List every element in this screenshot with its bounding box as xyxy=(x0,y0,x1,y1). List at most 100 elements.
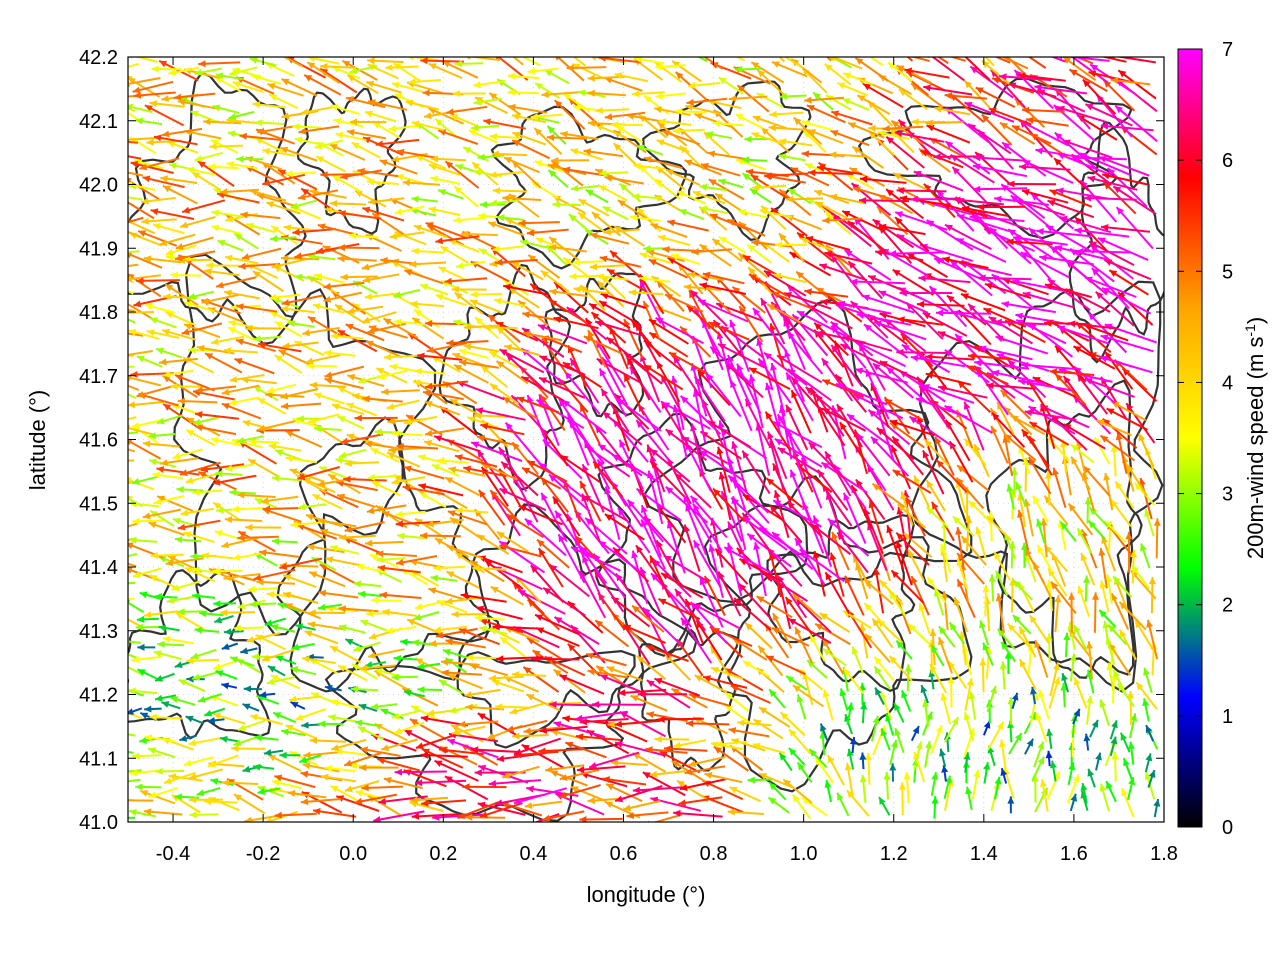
wind-arrow-head xyxy=(108,729,116,736)
wind-arrow-head xyxy=(214,616,223,624)
wind-arrow-head xyxy=(880,728,888,737)
wind-arrow-head xyxy=(351,685,359,693)
wind-arrow xyxy=(108,729,136,737)
wind-arrow xyxy=(898,782,906,816)
wind-arrow xyxy=(149,713,182,721)
wind-arrow xyxy=(331,738,367,751)
wind-arrow-head xyxy=(477,434,485,442)
wind-arrow xyxy=(844,575,865,616)
wind-arrow-head xyxy=(517,590,526,597)
wind-arrow-head xyxy=(1135,620,1142,629)
wind-arrow xyxy=(185,715,204,725)
wind-arrow xyxy=(235,338,276,353)
wind-arrow xyxy=(1050,581,1077,614)
wind-arrow-head xyxy=(570,786,579,793)
wind-arrow-head xyxy=(277,602,286,610)
wind-arrow-shaft xyxy=(403,729,449,753)
wind-arrow-head xyxy=(334,748,343,756)
wind-arrow-head xyxy=(1145,753,1153,762)
wind-arrow-head xyxy=(506,725,515,733)
wind-arrow xyxy=(1000,767,1008,784)
wind-arrow xyxy=(1099,783,1110,812)
wind-arrow xyxy=(291,642,315,651)
wind-arrow-head xyxy=(261,654,270,662)
wind-arrow-head xyxy=(445,638,454,646)
wind-arrow xyxy=(680,617,713,664)
wind-arrow-head xyxy=(995,593,1003,601)
wind-arrow xyxy=(128,778,141,783)
wind-arrow xyxy=(565,741,607,759)
wind-arrow xyxy=(361,784,403,792)
wind-arrow xyxy=(457,801,499,820)
wind-arrow xyxy=(330,545,360,555)
wind-arrow xyxy=(865,752,872,785)
wind-arrow xyxy=(922,699,930,727)
wind-arrow-head xyxy=(439,746,447,754)
wind-arrow-head xyxy=(391,673,399,681)
wind-arrow-head xyxy=(1045,750,1053,759)
wind-arrow-head xyxy=(509,707,518,715)
wind-arrow xyxy=(606,665,643,682)
wind-arrow xyxy=(395,510,426,518)
wind-arrow xyxy=(859,682,866,705)
wind-arrow-shaft xyxy=(457,801,499,820)
wind-arrow xyxy=(128,750,134,754)
wind-arrow-head xyxy=(623,624,632,632)
wind-arrow-head xyxy=(523,727,532,735)
wind-arrow xyxy=(549,701,601,708)
wind-arrow xyxy=(454,551,485,574)
wind-arrow xyxy=(785,675,808,691)
wind-arrow-head xyxy=(128,708,134,715)
wind-arrow-head xyxy=(637,690,645,698)
wind-arrow xyxy=(772,612,793,649)
wind-arrow xyxy=(1046,770,1061,800)
wind-arrow-head xyxy=(1051,581,1059,590)
wind-arrow-head xyxy=(156,347,165,355)
terrain-contour xyxy=(324,649,636,822)
wind-arrow xyxy=(758,706,791,728)
wind-arrow-head xyxy=(266,591,275,598)
wind-arrow xyxy=(308,609,346,617)
wind-arrow xyxy=(1069,653,1077,682)
wind-arrow xyxy=(135,783,162,791)
wind-arrow xyxy=(380,738,418,752)
wind-arrow xyxy=(926,576,947,604)
wind-arrow-head xyxy=(420,751,429,759)
wind-arrow xyxy=(296,523,338,540)
wind-arrow xyxy=(1031,756,1045,782)
wind-arrow-head xyxy=(208,760,216,768)
wind-arrow-head xyxy=(953,597,961,605)
wind-arrow xyxy=(727,521,752,570)
wind-arrow xyxy=(1046,728,1053,750)
wind-arrow xyxy=(1066,774,1080,804)
wind-arrow-head xyxy=(1060,683,1068,691)
wind-arrow-head xyxy=(810,634,817,643)
wind-arrow xyxy=(479,618,524,634)
wind-arrow-shaft xyxy=(614,719,661,726)
wind-arrow xyxy=(1067,762,1076,786)
wind-arrow xyxy=(692,603,741,630)
wind-arrow xyxy=(258,691,276,699)
wind-arrow xyxy=(784,596,813,636)
wind-arrow-head xyxy=(710,741,719,748)
wind-arrow-head xyxy=(769,782,777,790)
wind-arrow xyxy=(163,771,196,785)
wind-arrow xyxy=(480,423,525,436)
wind-arrow-shaft xyxy=(695,619,723,661)
wind-arrow xyxy=(844,762,854,797)
wind-arrow-head xyxy=(391,430,400,438)
wind-arrow-shaft xyxy=(420,753,468,758)
wind-arrow-head xyxy=(630,695,639,702)
wind-arrow-head xyxy=(287,790,296,797)
wind-arrow-head xyxy=(373,816,381,822)
wind-arrow xyxy=(203,707,226,717)
wind-arrow xyxy=(1143,667,1153,694)
wind-arrow xyxy=(304,630,339,645)
wind-arrow xyxy=(744,622,773,650)
wind-arrow-shaft xyxy=(724,667,764,692)
wind-arrow xyxy=(995,593,1005,633)
wind-arrow-head xyxy=(242,703,251,710)
wind-arrow xyxy=(673,739,707,749)
wind-arrow xyxy=(1089,719,1099,738)
wind-arrow-shaft xyxy=(531,657,580,661)
